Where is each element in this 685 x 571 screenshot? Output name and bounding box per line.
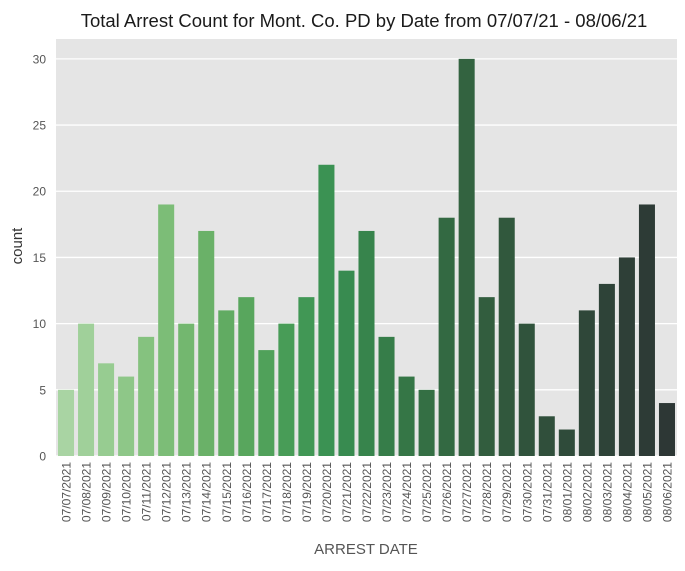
- x-tick-label: 07/08/2021: [80, 462, 94, 522]
- x-tick-label: 07/20/2021: [320, 462, 334, 522]
- bar: [558, 429, 575, 456]
- y-tick-label: 30: [33, 52, 47, 66]
- x-tick-label: 08/03/2021: [600, 462, 614, 522]
- bar: [238, 297, 255, 456]
- chart-title: Total Arrest Count for Mont. Co. PD by D…: [81, 10, 648, 31]
- bar: [598, 283, 615, 456]
- bar: [398, 376, 415, 456]
- x-tick-label: 07/23/2021: [380, 462, 394, 522]
- x-tick-label: 07/07/2021: [60, 462, 74, 522]
- x-tick-label: 07/18/2021: [280, 462, 294, 522]
- bar: [118, 376, 135, 456]
- bar: [418, 389, 435, 456]
- x-tick-label: 07/28/2021: [480, 462, 494, 522]
- bar: [258, 350, 275, 456]
- x-tick-label: 07/21/2021: [340, 462, 354, 522]
- bar: [98, 363, 115, 456]
- x-tick-label: 07/24/2021: [400, 462, 414, 522]
- y-tick-label: 5: [39, 383, 46, 397]
- y-tick-label: 10: [33, 317, 47, 331]
- x-tick-label: 07/27/2021: [460, 462, 474, 522]
- x-tick-label: 08/01/2021: [560, 462, 574, 522]
- y-axis-ticks: 0 5 10 15 20 25 30: [33, 52, 47, 463]
- x-tick-label: 07/15/2021: [220, 462, 234, 522]
- bar: [278, 323, 295, 456]
- bar: [498, 217, 515, 456]
- bar: [478, 297, 495, 456]
- x-tick-label: 07/25/2021: [420, 462, 434, 522]
- x-axis-ticks: 07/07/2021 07/08/2021 07/09/2021 07/10/2021…: [60, 462, 675, 522]
- bar: [338, 270, 355, 456]
- x-tick-label: 08/04/2021: [620, 462, 634, 522]
- x-tick-label: 07/12/2021: [160, 462, 174, 522]
- bar: [378, 336, 395, 456]
- bar: [638, 204, 655, 456]
- y-tick-label: 15: [33, 251, 47, 265]
- bar: [578, 310, 595, 456]
- bar: [178, 323, 195, 456]
- bar: [198, 230, 215, 456]
- y-tick-label: 25: [33, 119, 47, 133]
- bar: [58, 389, 75, 456]
- x-tick-label: 08/02/2021: [580, 462, 594, 522]
- bar: [538, 416, 555, 456]
- bar: [78, 323, 95, 456]
- x-tick-label: 07/14/2021: [200, 462, 214, 522]
- x-tick-label: 07/11/2021: [140, 462, 154, 521]
- x-tick-label: 07/10/2021: [120, 462, 134, 522]
- bar: [458, 58, 475, 456]
- x-tick-label: 08/05/2021: [640, 462, 654, 522]
- x-tick-label: 07/31/2021: [540, 462, 554, 522]
- x-tick-label: 07/22/2021: [360, 462, 374, 522]
- bars: [58, 58, 675, 456]
- bar: [138, 336, 155, 456]
- bar: [438, 217, 455, 456]
- bar: [318, 164, 335, 456]
- bar: [358, 230, 375, 456]
- y-tick-label: 20: [33, 185, 47, 199]
- x-tick-label: 07/19/2021: [300, 462, 314, 522]
- x-tick-label: 07/29/2021: [500, 462, 514, 522]
- x-axis-label: ARREST DATE: [314, 541, 418, 558]
- x-tick-label: 07/17/2021: [260, 462, 274, 522]
- x-tick-label: 07/26/2021: [440, 462, 454, 522]
- bar: [298, 297, 315, 456]
- x-tick-label: 07/16/2021: [240, 462, 254, 522]
- x-tick-label: 07/13/2021: [180, 462, 194, 522]
- x-tick-label: 07/09/2021: [100, 462, 114, 522]
- bar: [518, 323, 535, 456]
- x-tick-label: 07/30/2021: [520, 462, 534, 522]
- bar: [158, 204, 175, 456]
- bar: [218, 310, 235, 456]
- bar: [618, 257, 635, 456]
- x-tick-label: 08/06/2021: [660, 462, 674, 522]
- bar: [658, 403, 675, 456]
- y-tick-label: 0: [39, 450, 46, 464]
- y-axis-label: count: [9, 227, 26, 265]
